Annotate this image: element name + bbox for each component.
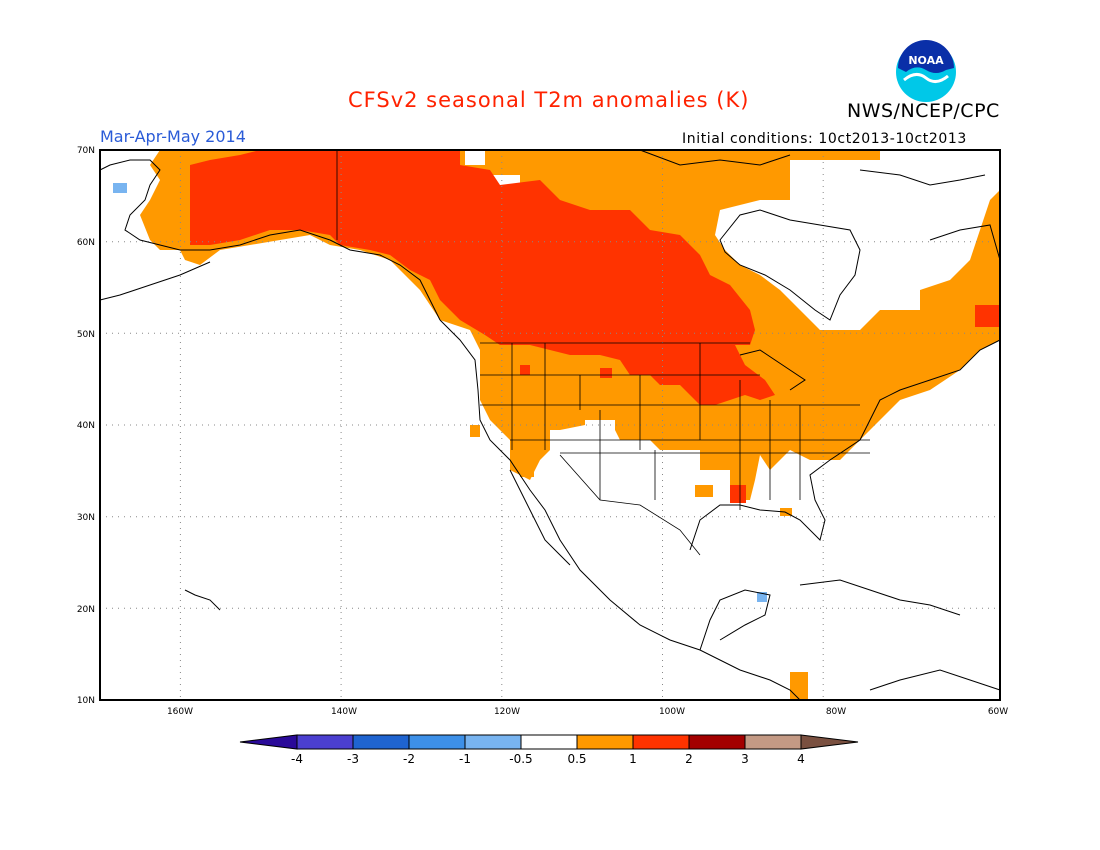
colorbar-swatch	[408, 734, 466, 750]
agency-label: NWS/NCEP/CPC	[847, 100, 1000, 122]
lon-label: 140W	[331, 707, 357, 717]
anomaly-red-regions	[190, 150, 1000, 503]
colorbar-label: -0.5	[509, 752, 532, 766]
colorbar-swatch	[576, 734, 634, 750]
lat-label: 60N	[77, 238, 95, 248]
lon-label: 120W	[494, 707, 520, 717]
colorbar-label: -3	[347, 752, 359, 766]
colorbar-swatch	[352, 734, 410, 750]
colorbar-swatch	[296, 734, 354, 750]
colorbar-swatch	[800, 734, 859, 750]
colorbar-label: -4	[291, 752, 303, 766]
lat-label: 70N	[77, 146, 95, 156]
political-boundaries	[336, 150, 870, 556]
colorbar-label: 3	[741, 752, 749, 766]
colorbar-swatch	[520, 734, 578, 750]
noaa-logo: NOAA	[896, 40, 956, 102]
initial-conditions-label: Initial conditions: 10ct2013-10ct2013	[682, 131, 967, 147]
latitude-labels: 70N 60N 50N 40N 30N 20N 10N	[77, 146, 95, 706]
lon-label: 100W	[659, 707, 685, 717]
colorbar-label: 0.5	[567, 752, 586, 766]
lon-label: 60W	[988, 707, 1008, 717]
colorbar-swatch	[464, 734, 522, 750]
chart-title: CFSv2 seasonal T2m anomalies (K)	[348, 88, 750, 112]
colorbar-swatch	[239, 734, 298, 750]
season-label: Mar-Apr-May 2014	[100, 127, 246, 146]
colorbar-labels: -4 -3 -2 -1 -0.5 0.5 1 2 3 4	[291, 752, 805, 766]
noaa-logo-text: NOAA	[908, 54, 944, 67]
colorbar-label: 4	[797, 752, 805, 766]
lat-label: 40N	[77, 421, 95, 431]
colorbar-swatch	[632, 734, 690, 750]
colorbar	[239, 734, 859, 750]
colorbar-swatch	[744, 734, 802, 750]
colorbar-label: -2	[403, 752, 415, 766]
map-frame	[99, 149, 1001, 701]
coastlines	[99, 149, 1001, 701]
lat-label: 50N	[77, 330, 95, 340]
lon-label: 80W	[826, 707, 846, 717]
colorbar-label: 2	[685, 752, 693, 766]
longitude-labels: 160W 140W 120W 100W 80W 60W	[167, 707, 1008, 717]
lon-label: 160W	[167, 707, 193, 717]
anomaly-blue-regions	[113, 183, 767, 602]
colorbar-label: 1	[629, 752, 637, 766]
colorbar-label: -1	[459, 752, 471, 766]
lat-label: 10N	[77, 696, 95, 706]
lat-label: 30N	[77, 513, 95, 523]
lat-label: 20N	[77, 605, 95, 615]
colorbar-swatch	[688, 734, 746, 750]
